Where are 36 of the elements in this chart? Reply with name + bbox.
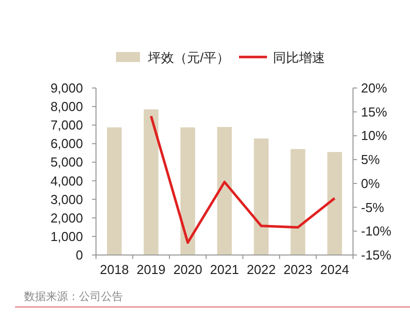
bar [254,138,269,255]
y-tick-label: 5,000 [50,154,83,170]
bar [180,127,196,255]
legend-label: 同比增速 [273,50,325,65]
y-tick-label: 6,000 [50,136,83,152]
y2-tick-label: 10% [361,128,388,144]
y2-tick-label: 15% [361,104,388,120]
source-note: 数据来源：公司公告 [24,290,123,303]
y2-tick-label: 5% [361,152,380,168]
line-series [150,114,336,244]
y-tick-label: 1,000 [50,228,83,244]
y2-tick-label: -15% [361,248,392,262]
y-tick-label: 8,000 [50,99,83,114]
x-tick-label: 2021 [210,262,239,277]
bar [144,109,158,255]
y-tick-label: 3,000 [50,192,83,207]
y-tick-label: 0 [76,248,83,262]
y2-tick-label: -10% [361,224,392,239]
x-tick-label: 2019 [136,262,166,277]
bar [290,149,306,255]
y-tick-label: 2,000 [50,210,83,226]
bar [327,152,342,255]
y2-tick-label: -5% [361,200,385,215]
bar [217,126,232,255]
x-tick-label: 2018 [100,262,129,277]
y2-tick-label: 0% [361,176,380,191]
x-tick-label: 2022 [246,262,276,277]
x-tick-label: 2023 [283,262,312,277]
y2-tick-label: 20% [361,80,388,96]
legend-label: 坪效（元/平） [147,50,230,65]
y-tick-label: 7,000 [50,118,83,133]
bar [107,127,122,255]
x-tick-label: 2024 [320,262,350,277]
y-tick-label: 4,000 [50,173,83,188]
x-tick-label: 2020 [173,262,202,277]
y-tick-label: 9,000 [50,80,83,96]
